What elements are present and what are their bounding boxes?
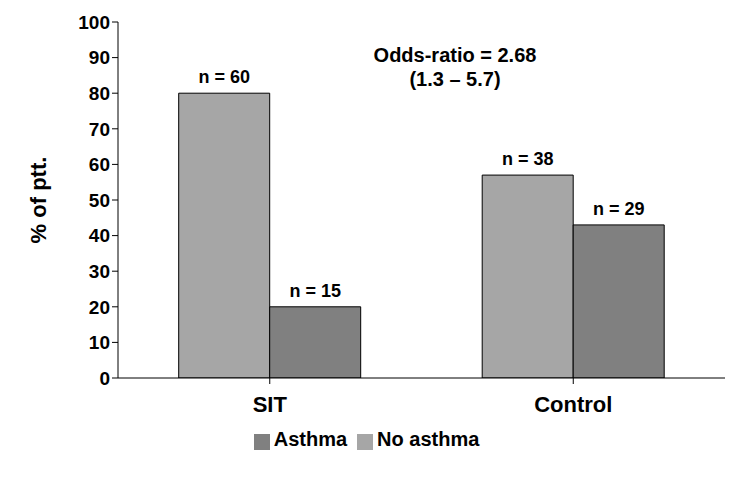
svg-text:n = 38: n = 38 — [502, 149, 554, 169]
svg-text:0: 0 — [99, 368, 110, 389]
svg-text:90: 90 — [89, 47, 110, 68]
svg-text:80: 80 — [89, 83, 110, 104]
svg-text:n = 60: n = 60 — [198, 67, 250, 87]
svg-text:50: 50 — [89, 190, 110, 211]
html-text:(1.3 – 5.7): (1.3 – 5.7) — [409, 68, 501, 90]
svg-text:20: 20 — [89, 297, 110, 318]
svg-text:10: 10 — [89, 332, 110, 353]
svg-text:40: 40 — [89, 225, 110, 246]
svg-text:SIT: SIT — [253, 392, 288, 417]
html-text:No asthma: No asthma — [377, 428, 480, 450]
svg-text:% of ptt.: % of ptt. — [26, 157, 51, 244]
svg-text:70: 70 — [89, 119, 110, 140]
html-text:Odds-ratio = 2.68: Odds-ratio = 2.68 — [373, 44, 537, 66]
svg-text:n = 15: n = 15 — [289, 281, 341, 301]
svg-text:Control: Control — [534, 392, 612, 417]
svg-text:100: 100 — [78, 12, 110, 33]
svg-text:n = 29: n = 29 — [593, 199, 645, 219]
html-text:Asthma: Asthma — [273, 428, 347, 450]
svg-text:30: 30 — [89, 261, 110, 282]
svg-text:60: 60 — [89, 154, 110, 175]
